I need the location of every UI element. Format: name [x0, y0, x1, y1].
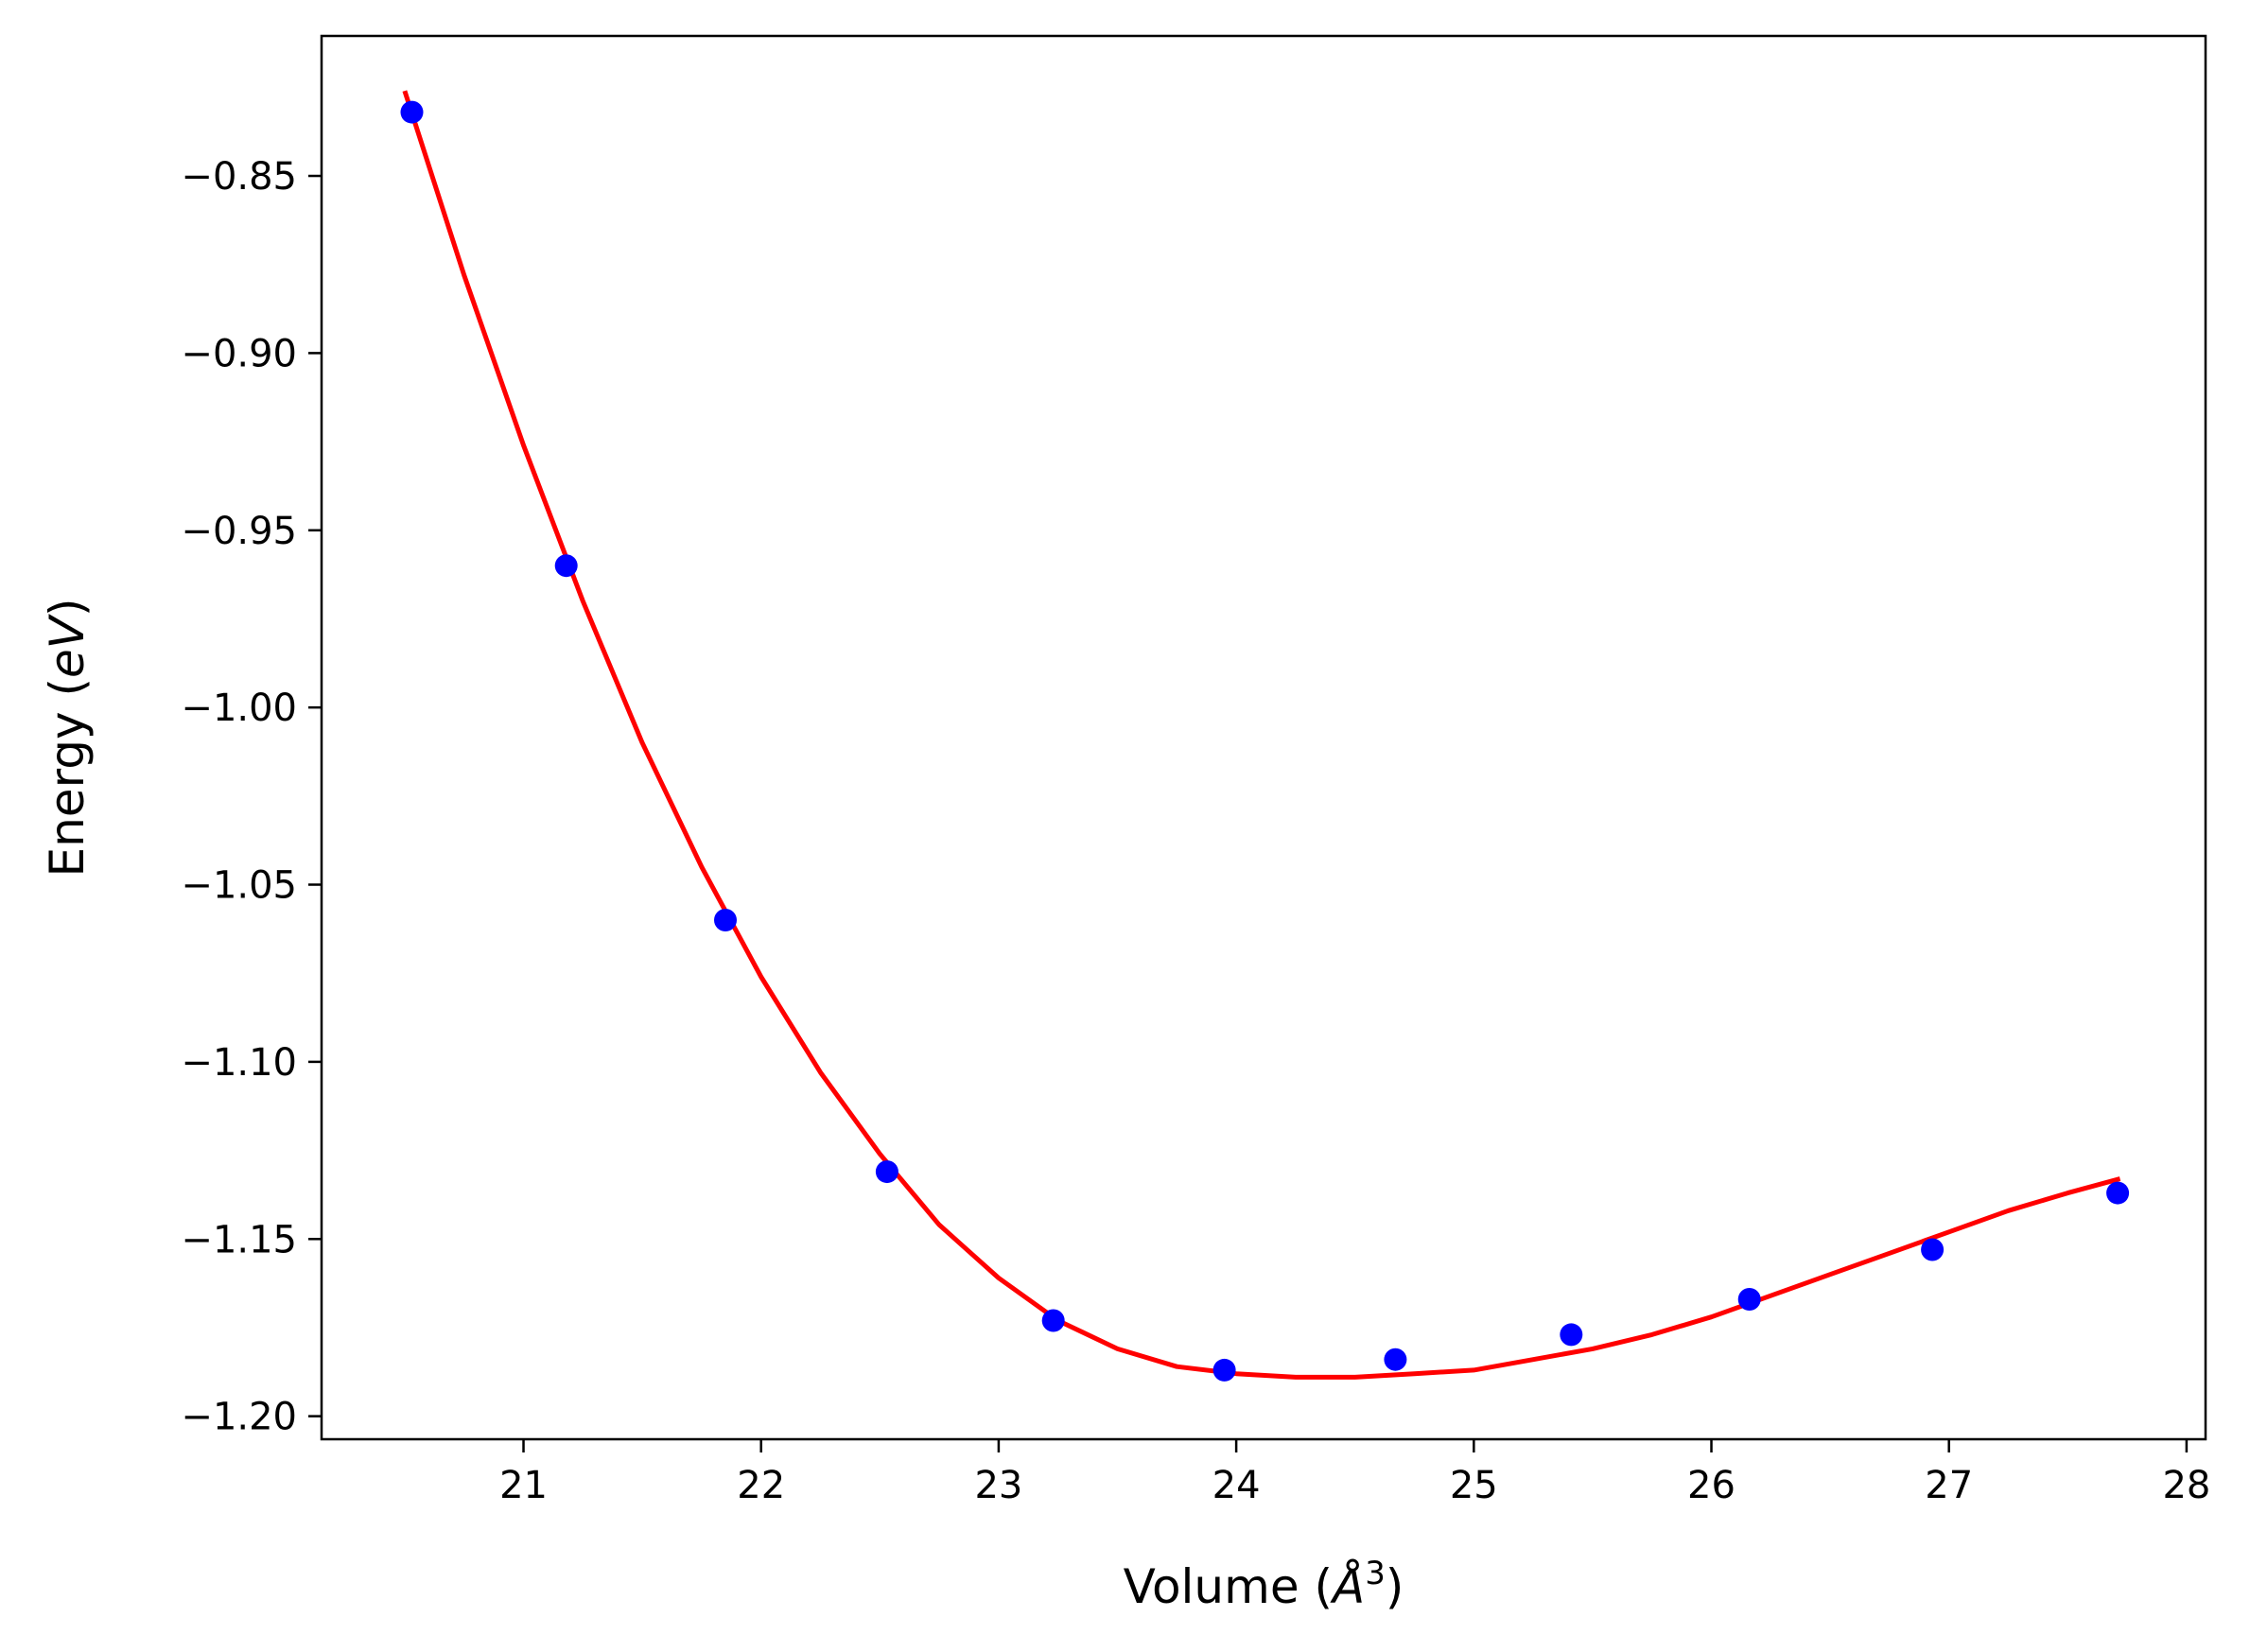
x-tick-label: 24 — [1212, 1464, 1261, 1507]
y-tick-label: −1.00 — [181, 687, 297, 730]
x-tick-label: 26 — [1687, 1464, 1735, 1507]
plot-frame — [320, 34, 2207, 1441]
data-point — [554, 554, 578, 578]
y-tick-label: −0.90 — [181, 332, 297, 375]
y-axis: −0.85 −0.90 −0.95 −1.00 −1.05 −1.10 −1.15 −1.20 — [181, 155, 322, 1439]
y-tick-label: −0.85 — [181, 155, 297, 199]
x-tick-label: 23 — [974, 1464, 1022, 1507]
data-point — [1041, 1309, 1065, 1332]
fit-curve-layer — [402, 90, 2121, 1380]
x-tick-label: 22 — [737, 1464, 785, 1507]
x-tick-label: 25 — [1450, 1464, 1498, 1507]
data-point — [1921, 1238, 1945, 1261]
y-tick-label: −1.10 — [181, 1041, 297, 1085]
y-tick-label: −0.95 — [181, 510, 297, 553]
data-points-layer — [400, 100, 2130, 1382]
x-tick-label: 27 — [1925, 1464, 1973, 1507]
y-tick-label: −1.15 — [181, 1218, 297, 1261]
data-point — [1212, 1358, 1236, 1382]
x-axis-label: Volume (Å3) — [1124, 1555, 1404, 1614]
data-point — [1384, 1348, 1407, 1371]
data-point — [2106, 1181, 2130, 1205]
data-point — [875, 1160, 898, 1184]
x-tick-label: 21 — [499, 1464, 548, 1507]
x-tick-label: 28 — [2162, 1464, 2210, 1507]
y-axis-label: Energy (eV) — [40, 599, 95, 878]
x-axis: 21 22 23 24 25 26 27 28 — [499, 1439, 2210, 1507]
fit-curve-line — [402, 90, 2121, 1380]
data-point — [1560, 1323, 1583, 1347]
data-point — [714, 909, 737, 931]
data-point — [400, 100, 424, 124]
y-tick-label: −1.05 — [181, 864, 297, 908]
data-point — [1737, 1288, 1761, 1311]
y-tick-label: −1.20 — [181, 1396, 297, 1439]
